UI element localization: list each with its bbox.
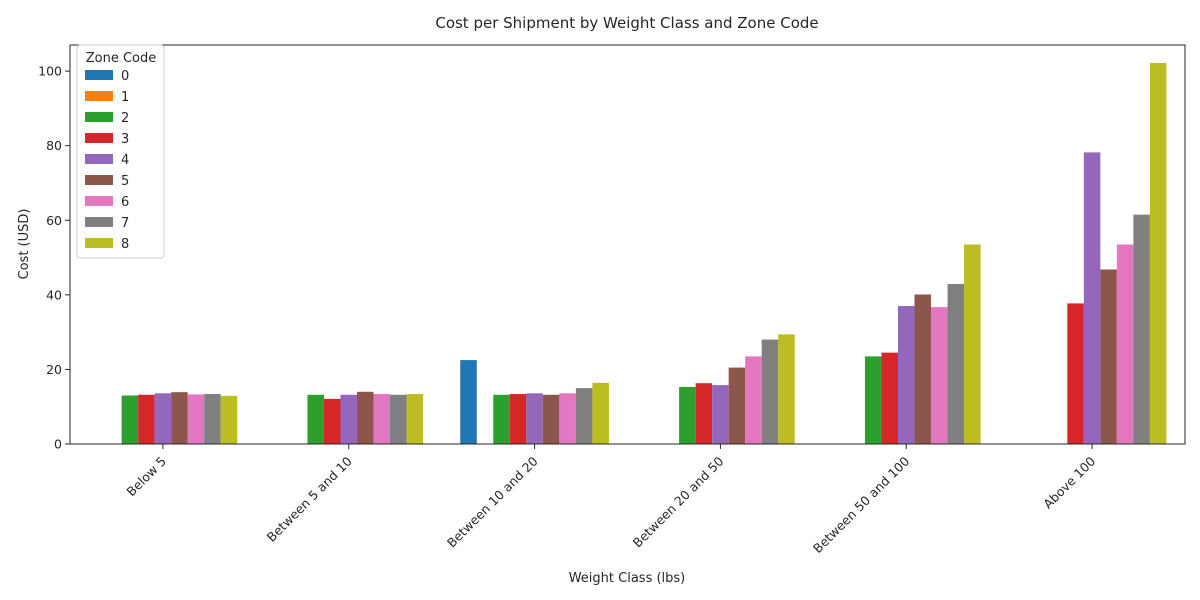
bar-zone-6-cat-0 <box>187 394 205 444</box>
legend-swatch-zone-4 <box>85 154 113 164</box>
legend-swatch-zone-8 <box>85 238 113 248</box>
y-tick-label: 60 <box>46 213 62 228</box>
bar-zone-3-cat-5 <box>1067 303 1084 444</box>
bar-zone-6-cat-2 <box>559 393 576 444</box>
bar-zone-7-cat-4 <box>947 284 965 444</box>
bar-zone-5-cat-2 <box>542 394 560 444</box>
legend-label-zone-4: 4 <box>121 153 129 168</box>
y-axis: 0 20 40 60 80 100 <box>38 64 70 452</box>
y-tick-label: 80 <box>46 138 62 153</box>
bar-zone-6-cat-3 <box>745 356 762 444</box>
x-tick-label: Between 20 and 50 <box>630 453 727 550</box>
legend-label-zone-1: 1 <box>121 90 129 105</box>
bar-zone-8-cat-1 <box>406 394 424 444</box>
bar-zone-4-cat-3 <box>712 385 729 444</box>
bar-zone-5-cat-0 <box>171 392 188 444</box>
legend-title: Zone Code <box>86 51 157 66</box>
bar-zone-4-cat-1 <box>340 394 358 444</box>
legend-swatch-zone-1 <box>85 91 113 101</box>
chart-title: Cost per Shipment by Weight Class and Zo… <box>435 14 818 32</box>
bar-zone-8-cat-3 <box>778 334 795 444</box>
bar-zone-8-cat-0 <box>220 395 238 444</box>
bar-zone-4-cat-2 <box>526 393 543 444</box>
bar-zone-6-cat-1 <box>373 394 391 444</box>
bar-zone-8-cat-2 <box>592 382 609 444</box>
bar-zone-2-cat-1 <box>307 394 324 444</box>
legend-swatch-zone-6 <box>85 196 113 206</box>
bar-zone-8-cat-5 <box>1149 62 1167 445</box>
y-tick-label: 0 <box>54 437 62 452</box>
bars-layer <box>121 62 1167 445</box>
bar-zone-7-cat-0 <box>204 394 221 444</box>
x-tick-label: Between 5 and 10 <box>264 453 355 544</box>
legend-swatch-zone-3 <box>85 133 113 143</box>
plot-frame <box>69 44 1186 445</box>
y-tick-label: 40 <box>46 287 62 302</box>
y-tick-label: 100 <box>38 64 62 79</box>
x-axis-label: Weight Class (lbs) <box>569 571 686 586</box>
bar-zone-5-cat-4 <box>914 294 932 444</box>
bar-zone-7-cat-2 <box>575 388 593 444</box>
y-tick-label: 20 <box>46 362 62 377</box>
legend-label-zone-3: 3 <box>121 132 129 147</box>
x-axis: Below 5 Between 5 and 10 Between 10 and 20… <box>123 444 1098 556</box>
bar-zone-3-cat-0 <box>138 394 155 444</box>
legend-label-zone-8: 8 <box>121 237 129 252</box>
bar-zone-0-cat-2 <box>460 360 477 444</box>
bar-zone-7-cat-5 <box>1133 214 1150 444</box>
legend-swatch-zone-5 <box>85 175 113 185</box>
bar-zone-4-cat-4 <box>897 306 915 444</box>
x-tick-label: Above 100 <box>1040 453 1098 511</box>
legend-swatch-zone-7 <box>85 217 113 227</box>
bar-zone-7-cat-1 <box>390 394 407 444</box>
bar-zone-4-cat-5 <box>1083 152 1101 444</box>
bar-zone-7-cat-3 <box>761 339 779 444</box>
x-tick-label: Between 50 and 100 <box>810 453 912 555</box>
bar-zone-5-cat-3 <box>728 367 746 444</box>
legend-label-zone-5: 5 <box>121 174 129 189</box>
bar-zone-6-cat-4 <box>931 307 948 444</box>
x-tick-label: Between 10 and 20 <box>444 453 541 550</box>
bar-zone-4-cat-0 <box>154 393 172 444</box>
bar-zone-3-cat-3 <box>695 383 713 444</box>
legend-label-zone-6: 6 <box>121 195 129 210</box>
legend-swatch-zone-0 <box>85 70 113 80</box>
bar-zone-5-cat-5 <box>1100 269 1117 444</box>
bar-zone-2-cat-3 <box>679 386 696 444</box>
legend-label-zone-7: 7 <box>121 216 129 231</box>
x-tick-label: Below 5 <box>123 454 169 500</box>
bar-zone-6-cat-5 <box>1116 244 1134 444</box>
bar-zone-2-cat-2 <box>493 394 510 444</box>
bar-zone-8-cat-4 <box>964 244 981 444</box>
y-axis-label: Cost (USD) <box>17 209 32 280</box>
legend-label-zone-0: 0 <box>121 69 129 84</box>
bar-zone-2-cat-0 <box>121 395 139 444</box>
legend: Zone Code 0 1 2 3 4 5 6 7 8 <box>76 44 165 259</box>
bar-zone-5-cat-1 <box>357 391 374 444</box>
bar-zone-2-cat-4 <box>864 356 882 444</box>
bar-zone-3-cat-2 <box>509 394 527 444</box>
bar-zone-3-cat-4 <box>881 352 898 444</box>
bar-zone-3-cat-1 <box>323 398 341 444</box>
legend-swatch-zone-2 <box>85 112 113 122</box>
legend-label-zone-2: 2 <box>121 111 129 126</box>
